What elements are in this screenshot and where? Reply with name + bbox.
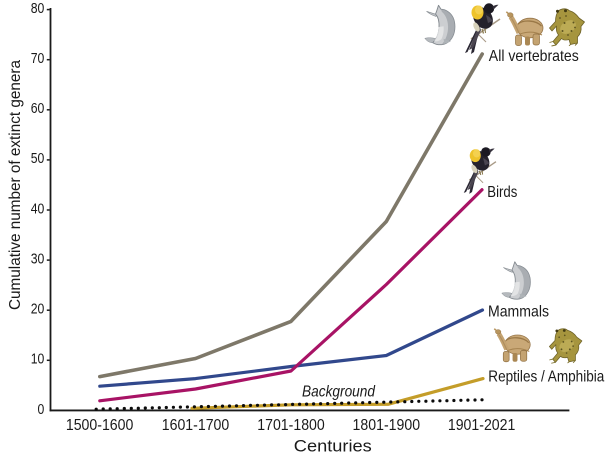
svg-text:60: 60 (31, 101, 45, 117)
svg-text:40: 40 (31, 201, 45, 217)
svg-text:Centuries: Centuries (294, 437, 372, 456)
svg-text:Reptiles / Amphibia: Reptiles / Amphibia (488, 369, 604, 386)
svg-text:20: 20 (31, 302, 45, 318)
svg-text:1901-2021: 1901-2021 (448, 417, 516, 434)
svg-text:Birds: Birds (487, 184, 517, 201)
svg-text:30: 30 (31, 251, 45, 267)
svg-text:50: 50 (31, 151, 45, 167)
svg-text:Cumulative number of extinct g: Cumulative number of extinct genera (7, 60, 24, 310)
svg-text:10: 10 (31, 352, 45, 368)
svg-text:1701-1800: 1701-1800 (257, 417, 325, 434)
svg-text:1500-1600: 1500-1600 (66, 417, 134, 434)
svg-text:All vertebrates: All vertebrates (489, 48, 579, 65)
svg-text:80: 80 (31, 1, 45, 17)
svg-text:Background: Background (302, 384, 376, 401)
svg-text:1601-1700: 1601-1700 (162, 417, 230, 434)
svg-text:70: 70 (31, 51, 45, 67)
svg-text:Mammals: Mammals (488, 304, 549, 321)
svg-text:1801-1900: 1801-1900 (353, 417, 421, 434)
svg-text:0: 0 (38, 402, 45, 418)
